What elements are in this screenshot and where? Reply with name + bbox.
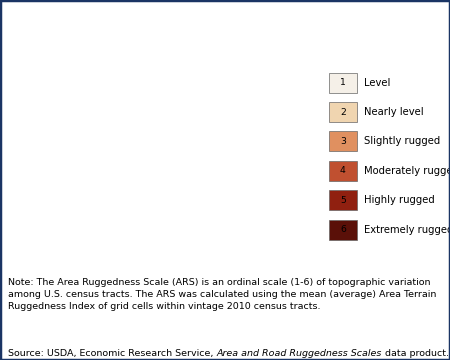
Bar [329, 190, 357, 210]
Text: 4: 4 [340, 166, 346, 175]
Text: 2: 2 [340, 108, 346, 117]
Text: Nearly level: Nearly level [364, 107, 424, 117]
Text: Map of the Area Ruggedness Scale for vintage 2010 U.S. census tracts: Map of the Area Ruggedness Scale for vin… [0, 13, 450, 27]
Text: Highly rugged: Highly rugged [364, 195, 435, 205]
Text: data product.: data product. [382, 349, 449, 358]
Bar [329, 220, 357, 239]
Text: 5: 5 [340, 196, 346, 205]
Bar [329, 73, 357, 93]
Bar [329, 161, 357, 181]
Text: Source: USDA, Economic Research Service,: Source: USDA, Economic Research Service, [8, 349, 216, 358]
Text: Extremely rugged: Extremely rugged [364, 225, 450, 235]
Text: Moderately rugged: Moderately rugged [364, 166, 450, 176]
Text: Slightly rugged: Slightly rugged [364, 136, 441, 147]
Text: 1: 1 [340, 78, 346, 87]
Text: Area and Road Ruggedness Scales: Area and Road Ruggedness Scales [216, 349, 382, 358]
Text: 3: 3 [340, 137, 346, 146]
Text: Level: Level [364, 78, 391, 87]
Text: Note: The Area Ruggedness Scale (ARS) is an ordinal scale (1-6) of topographic v: Note: The Area Ruggedness Scale (ARS) is… [8, 278, 436, 311]
Bar [329, 102, 357, 122]
Bar [329, 131, 357, 152]
Text: 6: 6 [340, 225, 346, 234]
